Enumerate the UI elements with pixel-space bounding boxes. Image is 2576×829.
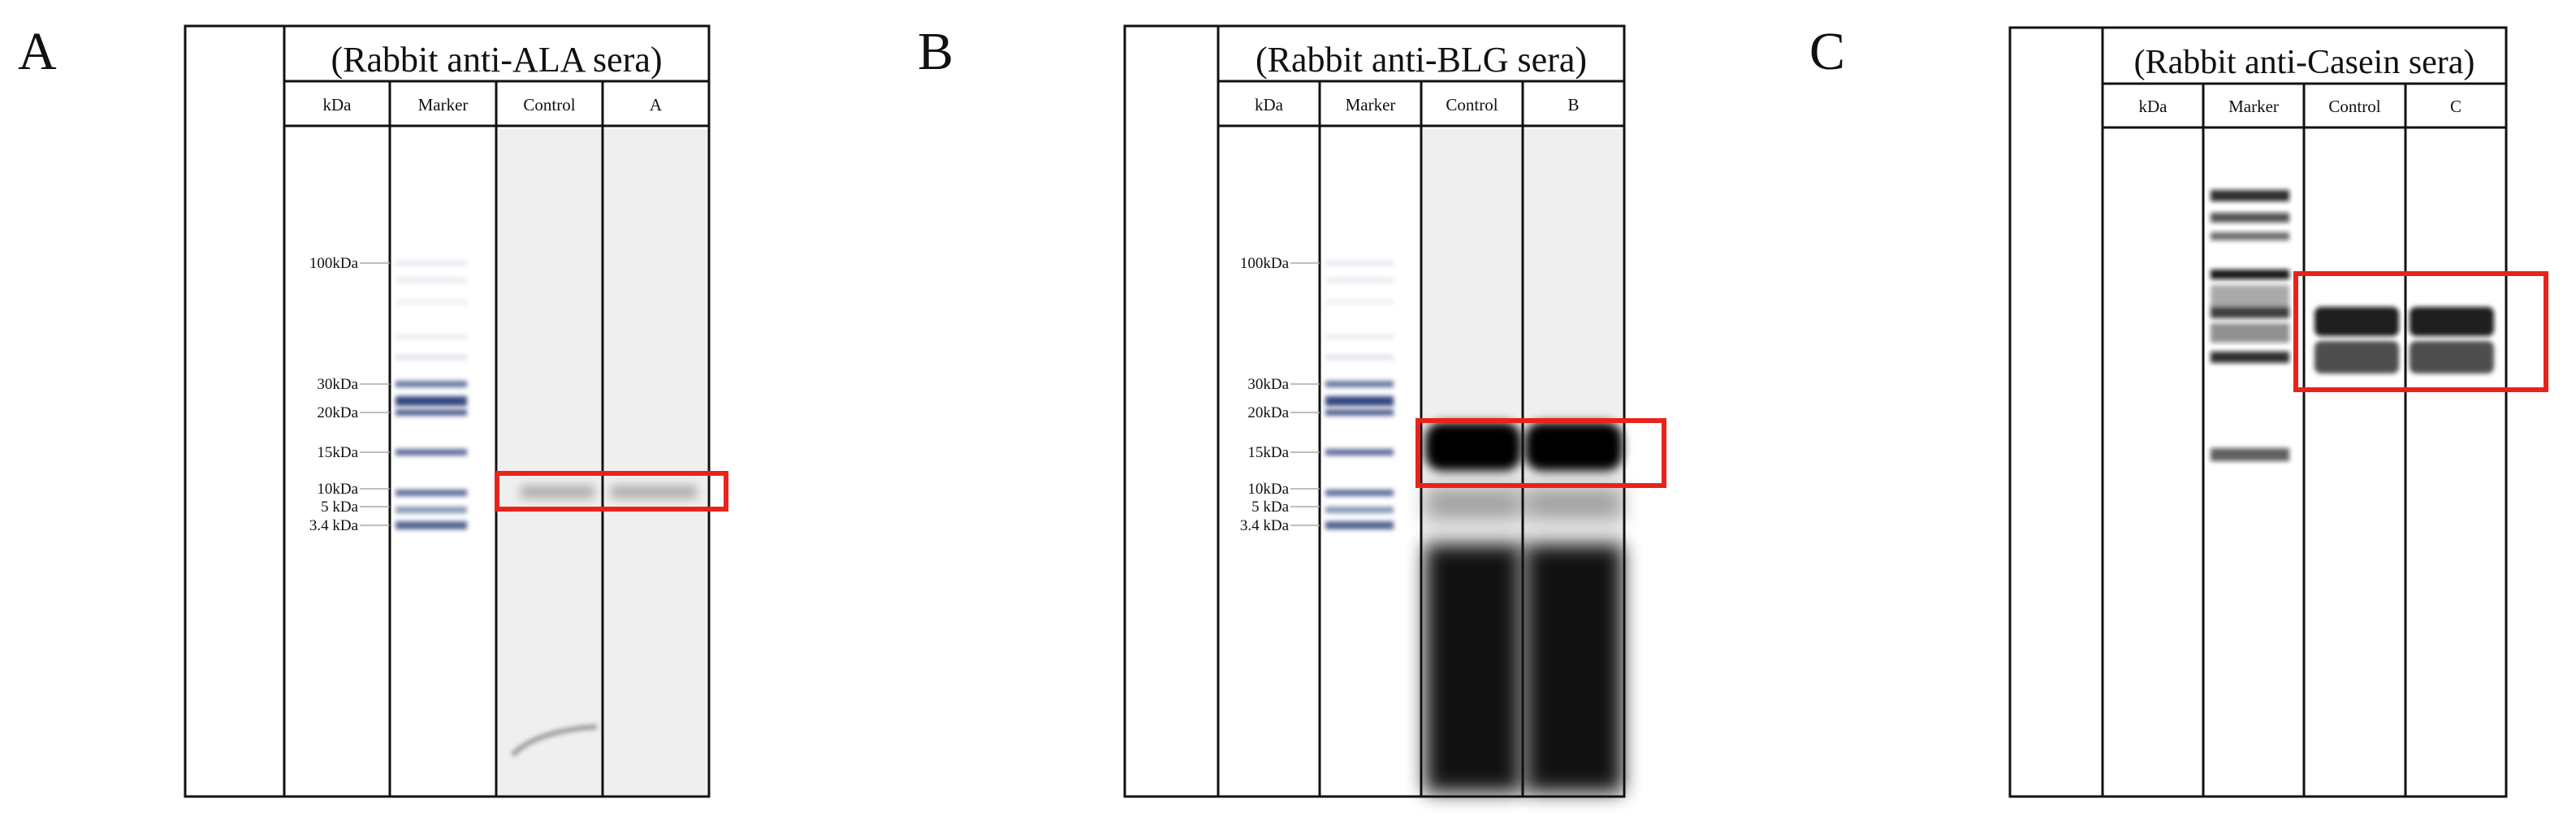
column-header-kda: kDa: [2139, 97, 2168, 116]
marker-band: [1325, 355, 1394, 360]
sample-band: [2410, 341, 2494, 373]
marker-band: [2211, 190, 2289, 201]
column-header-marker: Marker: [2228, 97, 2279, 116]
marker-label: 3.4 kDa: [309, 517, 359, 534]
column-header-c: C: [2450, 97, 2461, 116]
smear: [1525, 544, 1623, 792]
marker-band: [2211, 448, 2289, 461]
column-header-a: A: [650, 95, 663, 114]
panel-c: C (Rabbit anti-Casein sera) kDa Marker Contr…: [1809, 22, 2548, 798]
blot-image: [395, 129, 707, 795]
marker-label: 10kDa: [1247, 481, 1289, 498]
column-header-b: B: [1567, 95, 1579, 114]
panel-title: (Rabbit anti-BLG sera): [1256, 40, 1587, 80]
panel-b: B (Rabbit anti-BLG sera) kDa Marker Control B…: [918, 22, 1666, 798]
marker-label: 15kDa: [1247, 444, 1289, 461]
sample-band: [1425, 422, 1521, 471]
table-frame: [184, 24, 711, 798]
marker-band: [395, 409, 467, 416]
marker-band: [395, 300, 467, 304]
panel-letter: B: [918, 22, 953, 81]
column-header-marker: Marker: [1346, 95, 1396, 114]
marker-band: [395, 521, 467, 529]
highlight-box: [495, 471, 728, 512]
marker-band: [1325, 396, 1394, 406]
marker-label: 30kDa: [317, 376, 358, 393]
marker-band: [395, 507, 467, 513]
marker-band: [2211, 213, 2289, 222]
panel-title: (Rabbit anti-Casein sera): [2134, 44, 2475, 81]
marker-band: [1325, 261, 1394, 266]
marker-label: 5 kDa: [1251, 499, 1289, 516]
marker-band: [395, 355, 467, 360]
marker-band: [1325, 300, 1394, 304]
marker-band: [395, 449, 467, 456]
highlight-box: [1416, 418, 1666, 488]
marker-band: [1325, 278, 1394, 283]
smear: [510, 724, 598, 758]
smear: [1425, 544, 1521, 792]
sample-band: [2410, 307, 2494, 336]
sample-band: [2315, 341, 2399, 373]
marker-band: [1325, 381, 1394, 387]
table-frame: [1123, 24, 1626, 798]
column-header-kda: kDa: [323, 95, 352, 114]
sample-band: [611, 486, 697, 499]
marker-band: [1325, 335, 1394, 339]
column-header-control: Control: [1446, 95, 1498, 114]
marker-label: 20kDa: [1247, 404, 1289, 421]
highlight-box: [2293, 271, 2548, 392]
marker-band: [2211, 285, 2289, 308]
marker-band: [395, 381, 467, 387]
marker-band: [2211, 270, 2289, 279]
sample-band: [2315, 307, 2399, 336]
marker-band: [1325, 490, 1394, 496]
smear: [1425, 487, 1521, 520]
sample-band: [1525, 422, 1623, 471]
marker-band: [1325, 521, 1394, 529]
column-header-kda: kDa: [1255, 95, 1284, 114]
sample-band: [521, 486, 594, 499]
marker-band: [395, 278, 467, 283]
blot-image: [1325, 129, 1623, 795]
marker-label: 20kDa: [317, 404, 358, 421]
marker-band: [395, 335, 467, 339]
marker-band: [2211, 352, 2289, 363]
marker-band: [1325, 409, 1394, 416]
smear: [1525, 487, 1623, 520]
marker-band: [1325, 507, 1394, 513]
column-header-control: Control: [2328, 97, 2380, 116]
marker-label: 100kDa: [1240, 255, 1290, 272]
marker-label: 3.4 kDa: [1240, 517, 1290, 534]
panel-letter: A: [18, 22, 57, 81]
column-header-marker: Marker: [418, 95, 469, 114]
marker-band: [2211, 323, 2289, 343]
table-frame: [2008, 26, 2508, 798]
marker-band: [1325, 449, 1394, 456]
blot-image: [2211, 190, 2494, 461]
marker-band: [395, 490, 467, 496]
marker-band: [2211, 232, 2289, 240]
marker-label: 30kDa: [1247, 376, 1289, 393]
marker-label: 15kDa: [317, 444, 358, 461]
marker-label: 100kDa: [309, 255, 359, 272]
panel-a: A (Rabbit anti-ALA sera) kDa Marker Control A…: [18, 22, 728, 798]
marker-label: 10kDa: [317, 481, 358, 498]
panel-title: (Rabbit anti-ALA sera): [331, 40, 662, 80]
column-header-control: Control: [523, 95, 575, 114]
marker-band: [2211, 307, 2289, 318]
marker-band: [395, 396, 467, 406]
marker-band: [395, 261, 467, 266]
marker-label: 5 kDa: [321, 499, 358, 516]
panel-letter: C: [1809, 22, 1845, 81]
